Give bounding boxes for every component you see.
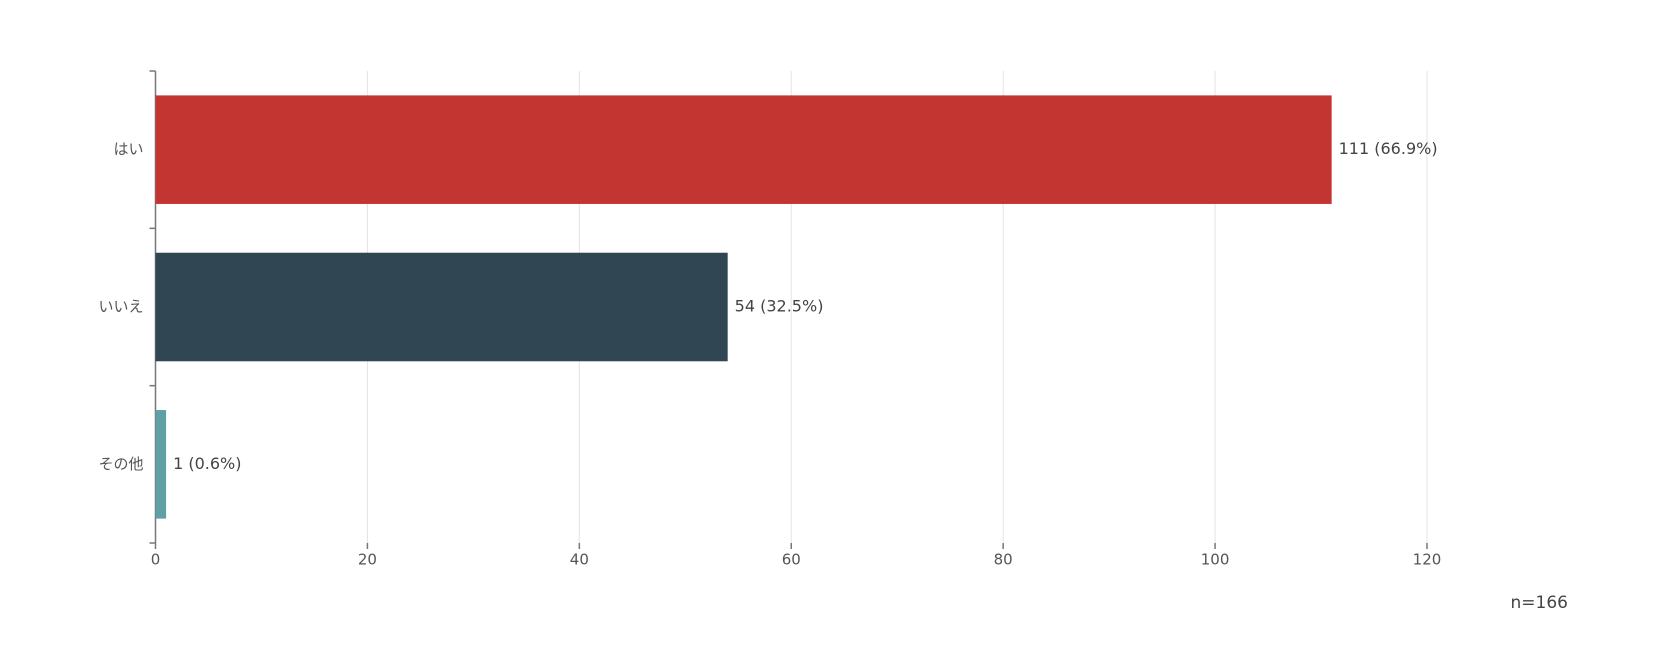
annotation: n=166 [1511, 593, 1568, 613]
x-tick-label: 20 [358, 551, 377, 569]
y-tick-label: はい [113, 140, 143, 158]
value-label: 54 (32.5%) [735, 297, 824, 316]
x-tick-label: 100 [1201, 551, 1230, 569]
value-label: 1 (0.6%) [173, 454, 241, 473]
y-tick-label: その他 [98, 455, 143, 473]
x-tick-label: 120 [1413, 551, 1442, 569]
x-tick-label: 60 [782, 551, 801, 569]
x-tick-label: 40 [570, 551, 589, 569]
x-tick-label: 80 [994, 551, 1013, 569]
x-tick-label: 0 [151, 551, 161, 569]
bar [155, 410, 167, 519]
bar [155, 95, 1332, 204]
y-tick-label: いいえ [98, 298, 143, 316]
value-label: 111 (66.9%) [1339, 139, 1438, 158]
bar [155, 252, 728, 362]
